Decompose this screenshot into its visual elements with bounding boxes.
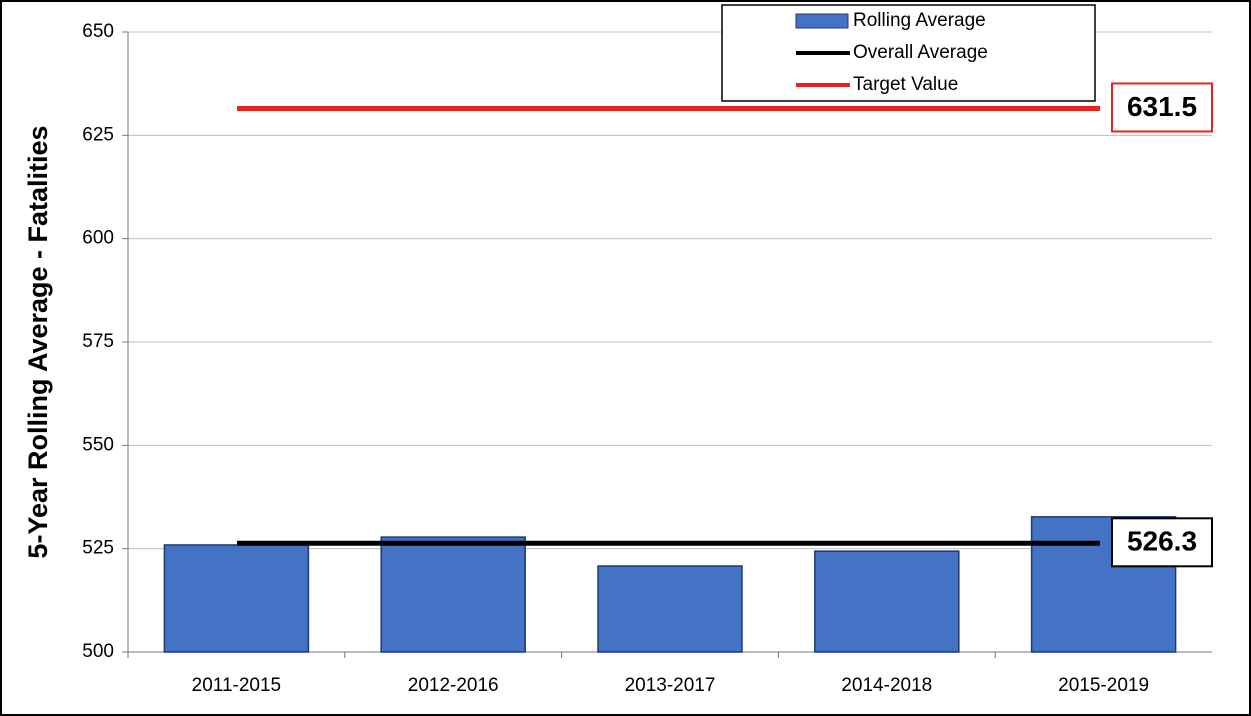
y-tick-label: 550 bbox=[82, 434, 114, 455]
legend-label: Overall Average bbox=[853, 42, 988, 63]
y-tick-label: 650 bbox=[82, 21, 114, 42]
y-tick-label: 600 bbox=[82, 228, 114, 249]
x-tick-label: 2015-2019 bbox=[1058, 675, 1149, 696]
legend-box bbox=[721, 4, 1096, 102]
bar bbox=[163, 544, 310, 653]
value-label: 526.3 bbox=[1127, 526, 1197, 557]
y-tick-label: 575 bbox=[82, 331, 114, 352]
legend-label: Target Value bbox=[853, 74, 958, 95]
y-tick-label: 525 bbox=[82, 538, 114, 559]
bar bbox=[814, 550, 960, 653]
y-tick-label: 500 bbox=[82, 641, 114, 662]
y-tick-label: 625 bbox=[82, 124, 114, 145]
value-label-box bbox=[1111, 82, 1213, 133]
legend-swatch bbox=[795, 13, 849, 29]
legend-label: Rolling Average bbox=[853, 10, 986, 31]
x-tick-label: 2011-2015 bbox=[192, 675, 281, 696]
bar bbox=[597, 565, 743, 653]
x-tick-label: 2014-2018 bbox=[841, 675, 932, 696]
x-tick-label: 2013-2017 bbox=[625, 675, 716, 696]
value-label-box bbox=[1111, 517, 1213, 568]
bar bbox=[380, 536, 526, 653]
y-axis-label: 5-Year Rolling Average - Fatalities bbox=[23, 125, 53, 558]
x-tick-label: 2012-2016 bbox=[408, 675, 499, 696]
value-label: 631.5 bbox=[1127, 91, 1197, 122]
